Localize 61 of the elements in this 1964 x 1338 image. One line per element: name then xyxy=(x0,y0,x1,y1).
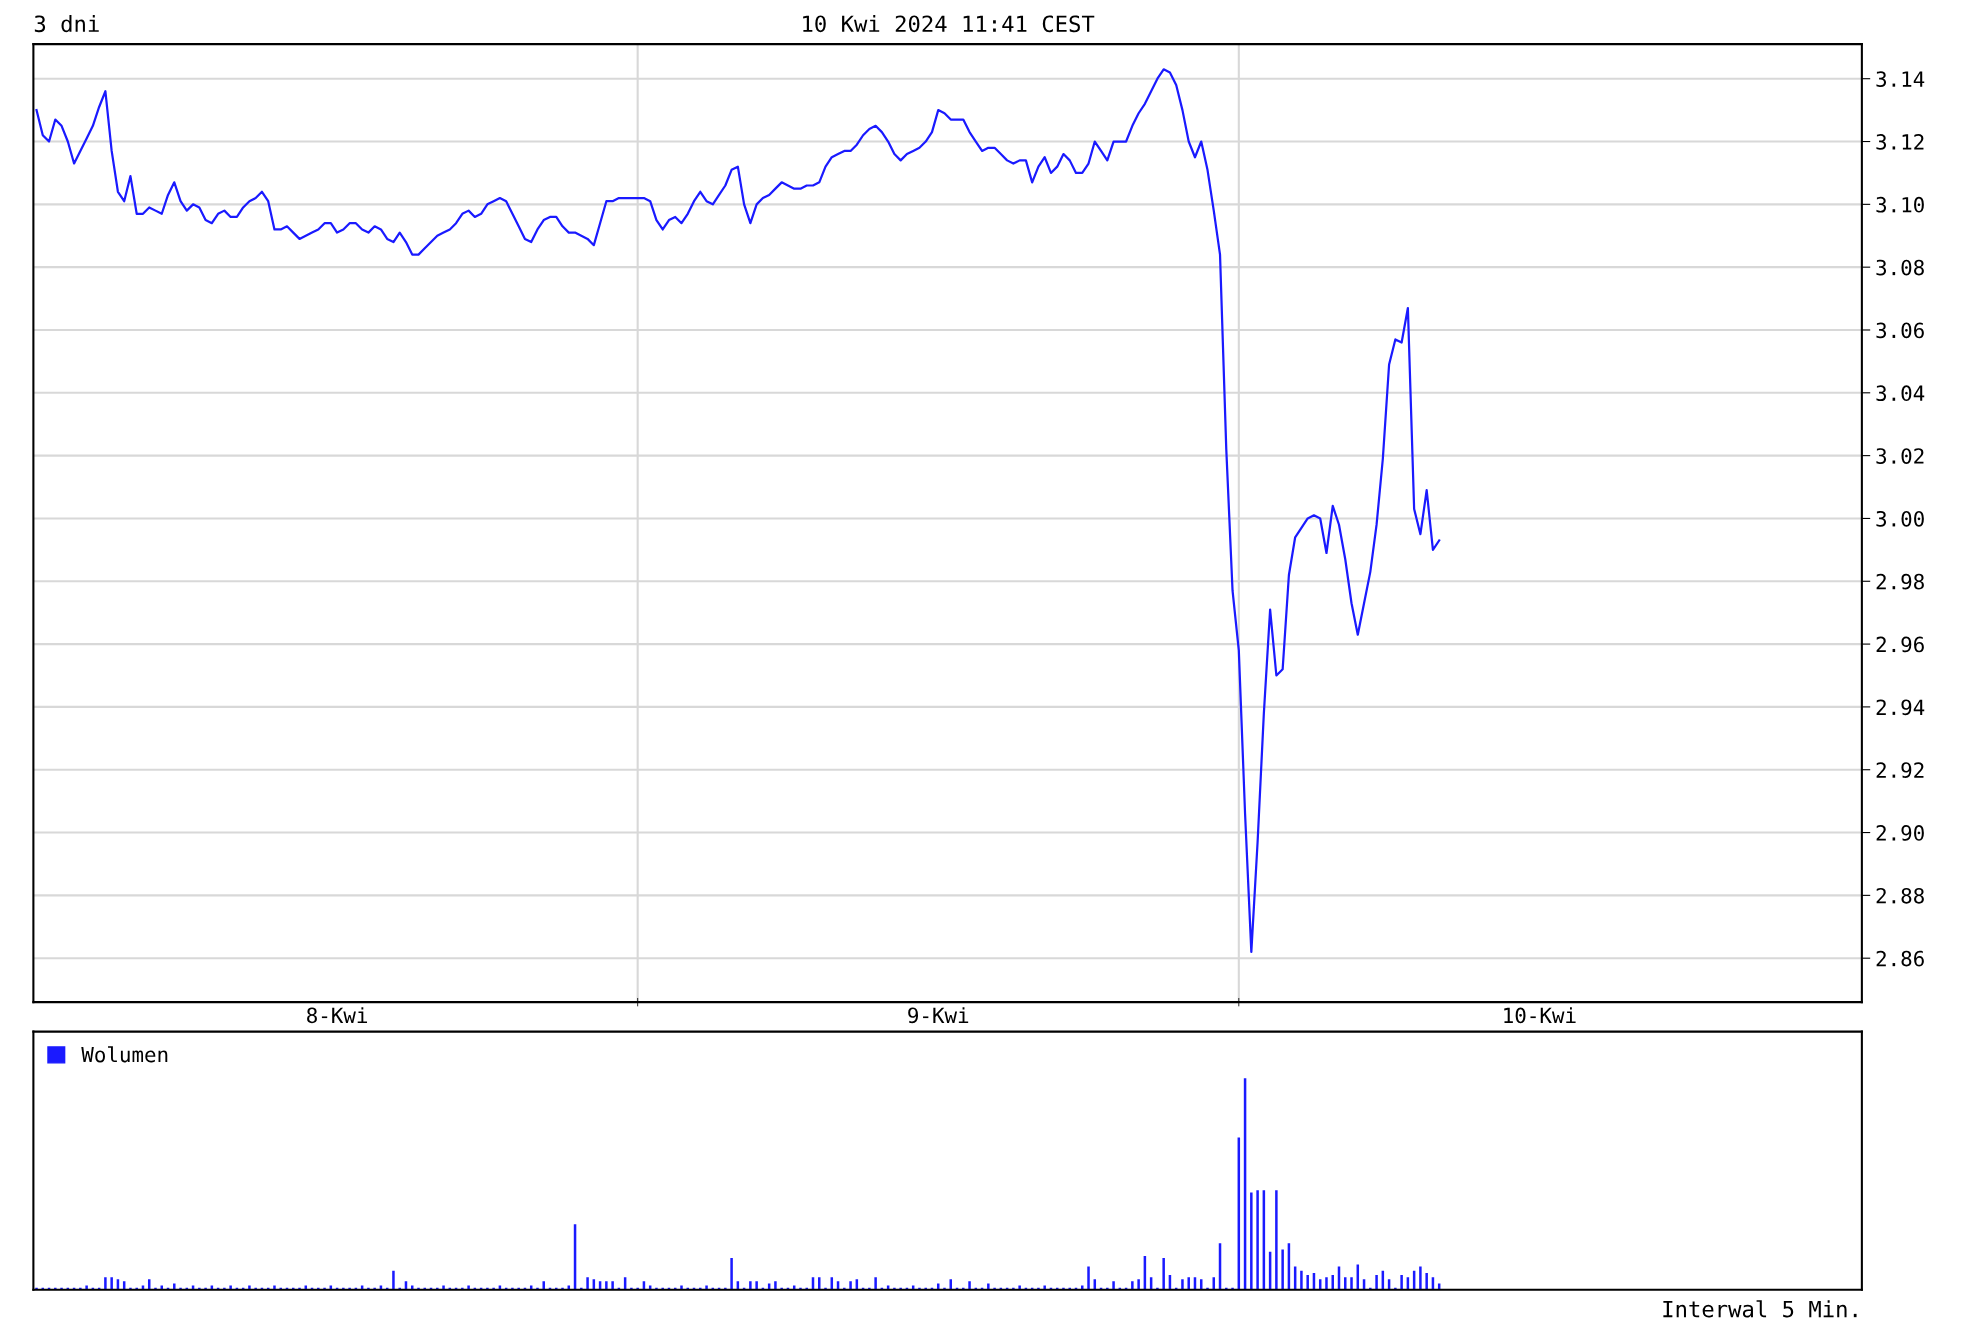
y-tick-label: 2.86 xyxy=(1876,950,1924,967)
bar xyxy=(1425,1272,1428,1290)
bar xyxy=(1087,1266,1090,1290)
bar xyxy=(1256,1190,1259,1290)
bar xyxy=(968,1281,971,1290)
y-tick-label: 3.02 xyxy=(1876,448,1924,464)
y-tick-label: 3.14 xyxy=(1876,71,1925,87)
bar xyxy=(104,1277,107,1290)
bar xyxy=(1131,1281,1134,1290)
legend-label: Wolumen xyxy=(81,1046,168,1063)
bar xyxy=(849,1281,852,1290)
y-tick-label: 2.90 xyxy=(1876,825,1924,841)
bar xyxy=(586,1277,589,1290)
y-tick-label: 3.12 xyxy=(1876,134,1924,150)
bar xyxy=(611,1281,614,1290)
x-tick-label: 10-Kwi xyxy=(1504,1007,1576,1024)
bar xyxy=(1331,1275,1334,1290)
bar xyxy=(755,1281,758,1290)
y-tick-label: 3.06 xyxy=(1876,322,1924,339)
bar xyxy=(1275,1190,1278,1290)
bar xyxy=(1375,1275,1378,1290)
bar xyxy=(749,1281,752,1290)
text: Interwal 5 Min. xyxy=(1663,1300,1857,1318)
y-tick-label: 3.00 xyxy=(1876,510,1924,527)
bar xyxy=(774,1281,777,1290)
y-tick-label: 2.96 xyxy=(1876,636,1924,653)
bar xyxy=(730,1258,733,1290)
y-tick-label: 3.04 xyxy=(1876,385,1925,402)
chart-subtitle: 3 dni xyxy=(34,14,99,33)
chart-title: 10 Kwi 2024 11:41 CEST xyxy=(803,14,1095,33)
y-tick-label: 2.94 xyxy=(1876,699,1925,716)
bar xyxy=(605,1281,608,1290)
bar xyxy=(1306,1275,1309,1290)
bar xyxy=(542,1281,545,1290)
bar xyxy=(1400,1275,1403,1290)
bar xyxy=(1112,1281,1115,1290)
line-series xyxy=(35,68,1441,954)
y-tick-label: 3.10 xyxy=(1876,196,1924,213)
bar xyxy=(1162,1258,1165,1290)
bar xyxy=(110,1277,113,1290)
bar xyxy=(818,1277,821,1290)
bar xyxy=(392,1270,395,1290)
bar xyxy=(1419,1266,1422,1290)
bar xyxy=(173,1283,176,1290)
bar xyxy=(987,1283,990,1290)
bar xyxy=(1300,1270,1303,1290)
bar xyxy=(1187,1277,1190,1290)
y-tick-label: 2.98 xyxy=(1876,573,1924,590)
bar xyxy=(1137,1279,1140,1290)
bar xyxy=(874,1277,877,1290)
bar xyxy=(1181,1279,1184,1290)
bar xyxy=(1325,1277,1328,1290)
y-tick-label: 2.92 xyxy=(1876,762,1924,778)
bar xyxy=(1281,1249,1284,1290)
y-tick-label: 3.08 xyxy=(1876,259,1924,276)
y-tick-label: 2.88 xyxy=(1876,887,1924,904)
x-tick-label: 8-Kwi xyxy=(307,1007,368,1024)
x-tick-label: 9-Kwi xyxy=(908,1007,969,1024)
bar xyxy=(1350,1277,1353,1290)
bar xyxy=(1344,1277,1347,1290)
bar xyxy=(1250,1192,1253,1290)
